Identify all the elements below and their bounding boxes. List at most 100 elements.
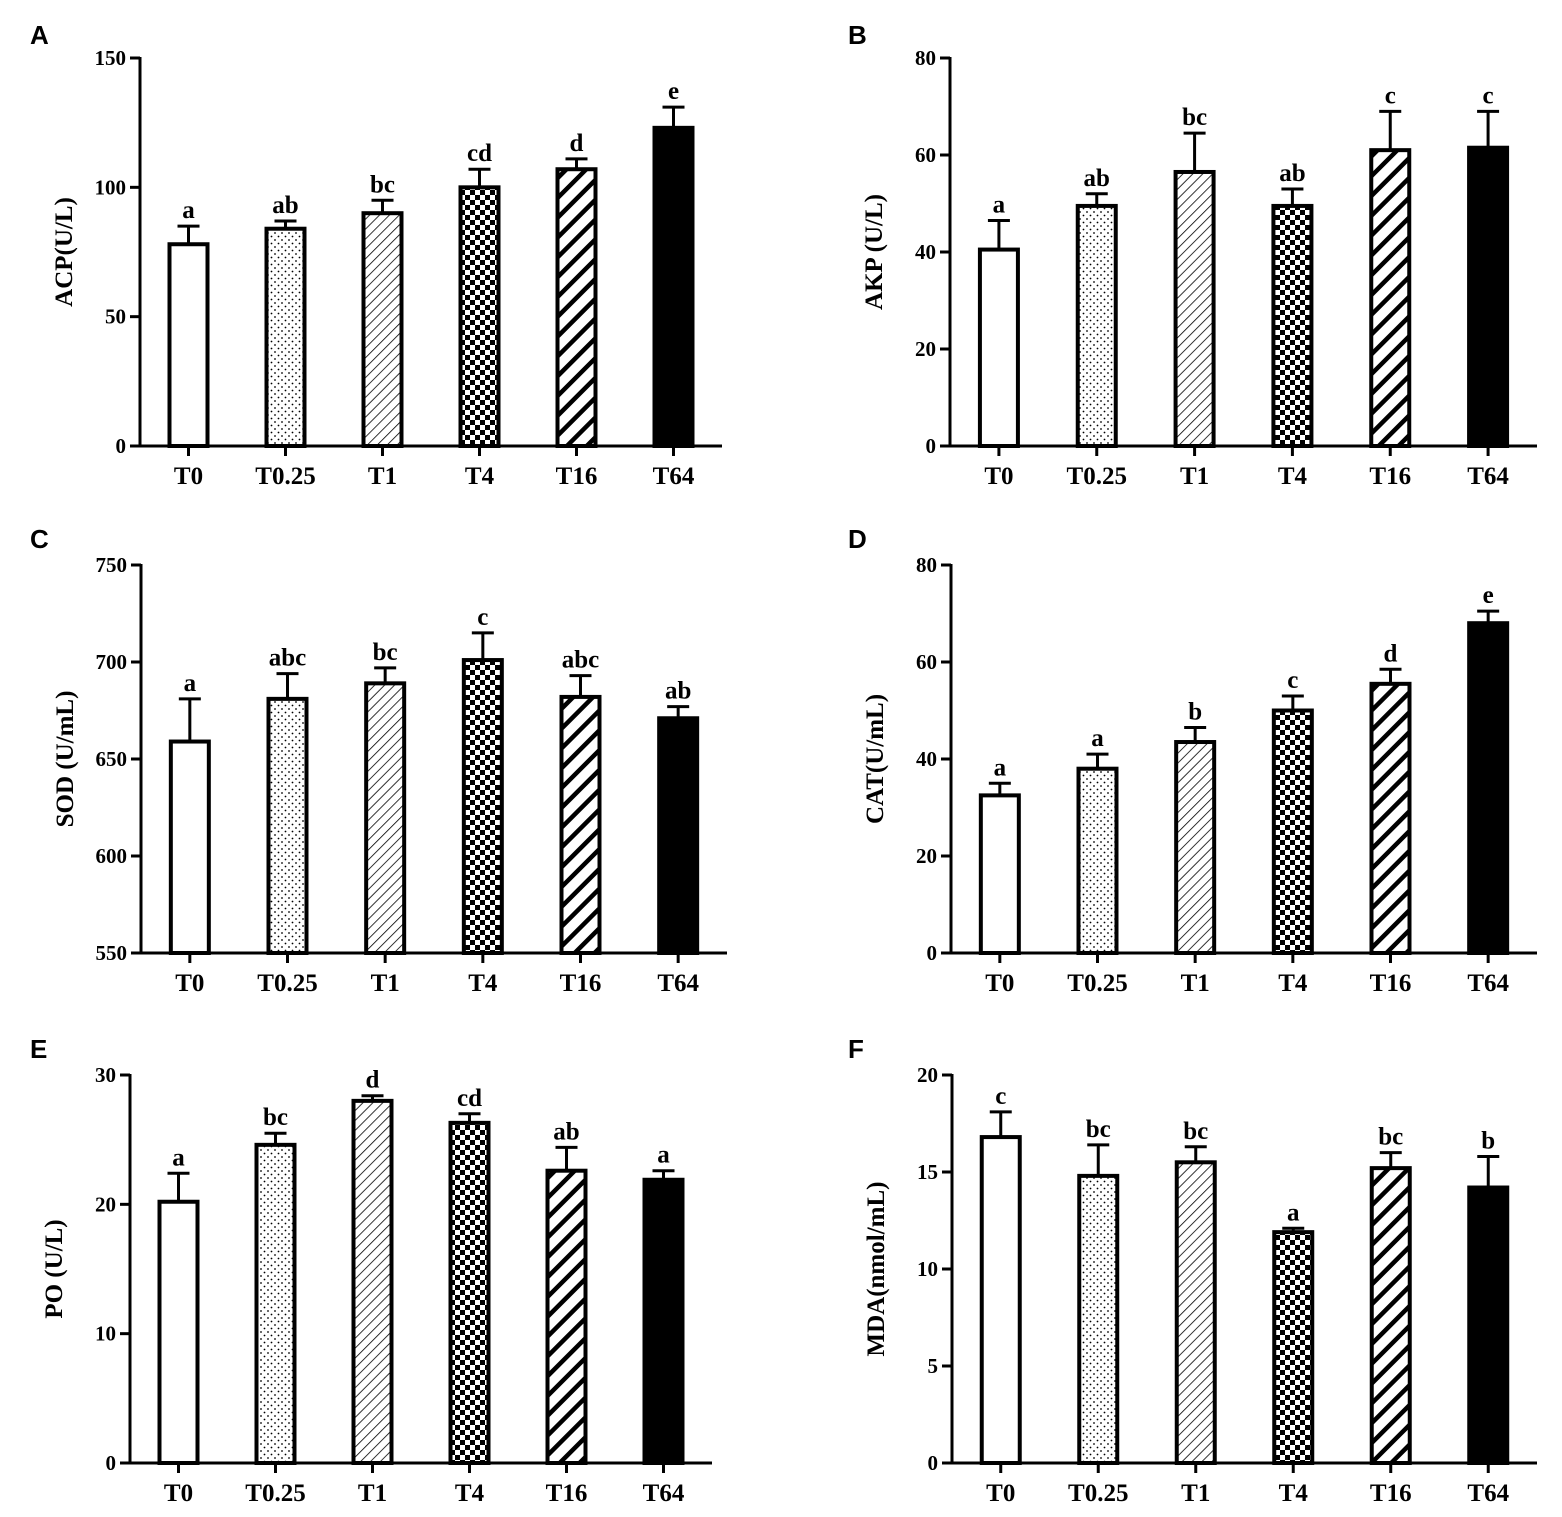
significance-label: e — [668, 78, 679, 105]
x-tick-label: T1 — [1181, 970, 1210, 997]
bar-t0 — [977, 247, 1020, 448]
bar-t1 — [351, 1098, 394, 1466]
y-axis-title: SOD (U/mL) — [52, 691, 79, 828]
x-tick-label: T64 — [657, 970, 699, 997]
bar-t0-25 — [264, 226, 307, 448]
y-tick-label: 15 — [917, 1160, 938, 1184]
significance-label: bc — [1378, 1124, 1403, 1151]
x-tick-label: T64 — [1467, 1480, 1509, 1507]
significance-label: bc — [1086, 1116, 1111, 1143]
y-axis-title: PO (U/L) — [41, 1219, 68, 1318]
significance-label: a — [994, 754, 1007, 781]
y-tick-label: 0 — [928, 1451, 939, 1475]
bar-t16 — [545, 1168, 588, 1465]
bar-t0 — [168, 739, 211, 955]
bar-t0-25 — [1077, 1173, 1120, 1465]
y-tick-label: 20 — [95, 1192, 116, 1216]
x-tick-label: T16 — [556, 463, 598, 490]
x-tick-label: T0 — [984, 463, 1013, 490]
significance-label: b — [1481, 1127, 1495, 1154]
significance-label: e — [1483, 582, 1494, 609]
panel-letter: B — [848, 20, 867, 50]
panel-letter: F — [848, 1034, 864, 1064]
significance-label: b — [1188, 698, 1202, 725]
x-tick-label: T16 — [560, 970, 602, 997]
significance-label: d — [570, 130, 584, 157]
significance-label: cd — [457, 1085, 482, 1112]
significance-label: a — [172, 1144, 185, 1171]
y-tick-label: 750 — [96, 553, 128, 577]
chart-panel-e: E 0 10 20 30 PO (U/L) a T0 bc T0.25 d T1 cd T4 ab T16 a T… — [30, 1034, 712, 1507]
x-tick-label: T0 — [174, 463, 203, 490]
y-axis-title: CAT(U/mL) — [862, 694, 889, 824]
y-tick-label: 80 — [915, 46, 936, 70]
significance-label: a — [184, 670, 197, 697]
significance-label: cd — [467, 140, 492, 167]
panel-letter: C — [30, 524, 49, 554]
significance-label: a — [182, 197, 195, 224]
bar-t1 — [361, 211, 404, 448]
x-tick-label: T4 — [468, 970, 498, 997]
bar-t0-25 — [266, 696, 309, 955]
x-tick-label: T4 — [465, 463, 495, 490]
x-tick-label: T0.25 — [245, 1480, 305, 1507]
y-tick-label: 50 — [105, 305, 126, 329]
significance-label: c — [1483, 82, 1494, 109]
significance-label: d — [366, 1067, 380, 1094]
significance-label: bc — [263, 1104, 288, 1131]
bar-t0-25 — [1075, 203, 1118, 448]
significance-label: abc — [269, 645, 307, 672]
chart-panel-a: A 0 50 100 150 ACP(U/L) a T0 ab T0.25 bc T1 cd T4 d T16… — [30, 20, 722, 490]
x-tick-label: T4 — [1279, 1480, 1309, 1507]
y-tick-label: 20 — [915, 337, 936, 361]
y-tick-label: 60 — [916, 650, 937, 674]
x-tick-label: T1 — [368, 463, 397, 490]
bar-t16 — [1369, 148, 1412, 448]
x-tick-label: T16 — [1370, 1480, 1412, 1507]
significance-label: a — [1091, 725, 1104, 752]
y-tick-label: 100 — [95, 175, 127, 199]
bar-t64 — [652, 125, 695, 448]
x-tick-label: T0 — [164, 1480, 193, 1507]
x-tick-label: T1 — [358, 1480, 387, 1507]
x-tick-label: T0.25 — [257, 970, 317, 997]
bar-t64 — [657, 716, 700, 956]
y-axis-title: ACP(U/L) — [51, 197, 78, 307]
significance-label: d — [1384, 640, 1398, 667]
x-tick-label: T16 — [546, 1480, 588, 1507]
bar-t0 — [979, 1135, 1022, 1465]
y-tick-label: 20 — [917, 1063, 938, 1087]
significance-label: ab — [272, 192, 298, 219]
bar-t4 — [458, 185, 501, 448]
bar-t4 — [1271, 203, 1314, 448]
bar-t16 — [1369, 1166, 1412, 1465]
significance-label: a — [657, 1142, 670, 1169]
x-tick-label: T0.25 — [255, 463, 315, 490]
significance-label: ab — [553, 1118, 579, 1145]
bar-t4 — [448, 1120, 491, 1466]
y-tick-label: 0 — [926, 434, 937, 458]
y-tick-label: 60 — [915, 143, 936, 167]
x-tick-label: T0.25 — [1068, 1480, 1128, 1507]
significance-label: abc — [562, 647, 600, 674]
significance-label: a — [993, 191, 1006, 218]
bar-t16 — [555, 167, 598, 449]
y-tick-label: 30 — [95, 1063, 116, 1087]
significance-label: ab — [665, 678, 691, 705]
y-tick-label: 650 — [96, 747, 128, 771]
x-tick-label: T0 — [986, 1480, 1015, 1507]
bar-t16 — [559, 694, 602, 955]
x-tick-label: T64 — [653, 463, 695, 490]
significance-label: c — [995, 1083, 1006, 1110]
significance-label: bc — [1183, 1118, 1208, 1145]
y-tick-label: 0 — [116, 434, 127, 458]
bar-t4 — [461, 658, 504, 955]
y-tick-label: 80 — [916, 553, 937, 577]
bar-t1 — [364, 681, 407, 956]
bar-t16 — [1369, 681, 1412, 955]
x-tick-label: T64 — [643, 1480, 685, 1507]
bar-t0-25 — [254, 1142, 297, 1465]
y-tick-label: 10 — [95, 1322, 116, 1346]
